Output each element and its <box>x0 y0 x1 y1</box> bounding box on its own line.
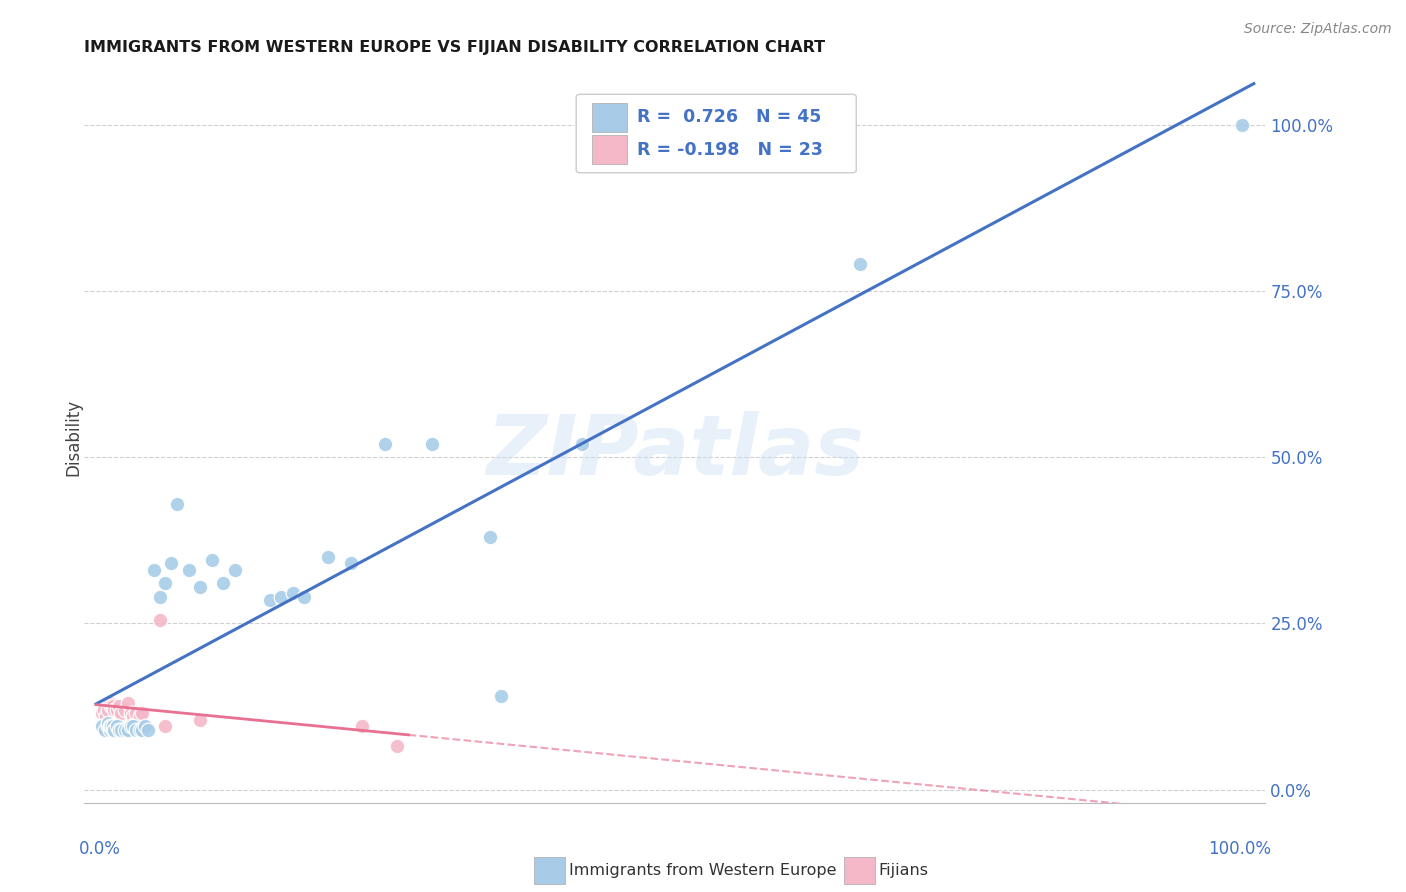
Point <box>108 699 131 714</box>
Point <box>352 719 374 733</box>
Point <box>103 723 125 737</box>
Point <box>134 719 156 733</box>
Point <box>98 719 121 733</box>
Point <box>160 557 183 571</box>
Point <box>100 719 122 733</box>
Point <box>93 703 115 717</box>
Point <box>122 709 145 723</box>
Point <box>849 257 872 271</box>
Point <box>212 576 235 591</box>
Point <box>571 436 593 450</box>
Point <box>110 706 132 720</box>
Point <box>120 719 142 733</box>
Point <box>114 723 136 737</box>
Point <box>270 590 292 604</box>
Point <box>103 699 125 714</box>
Text: Immigrants from Western Europe: Immigrants from Western Europe <box>569 863 837 878</box>
Point <box>131 706 153 720</box>
Point <box>420 436 443 450</box>
Point <box>98 696 121 710</box>
Point <box>120 706 142 720</box>
Point <box>105 719 128 733</box>
Point <box>98 723 121 737</box>
Text: 0.0%: 0.0% <box>79 840 121 858</box>
Point <box>188 580 211 594</box>
Text: IMMIGRANTS FROM WESTERN EUROPE VS FIJIAN DISABILITY CORRELATION CHART: IMMIGRANTS FROM WESTERN EUROPE VS FIJIAN… <box>84 40 825 55</box>
Point <box>177 563 200 577</box>
Text: R = -0.198   N = 23: R = -0.198 N = 23 <box>637 141 823 159</box>
Point <box>96 703 118 717</box>
Text: ZIPatlas: ZIPatlas <box>486 411 863 492</box>
Point <box>103 703 125 717</box>
Point <box>117 723 139 737</box>
Point <box>129 709 152 723</box>
Point <box>103 723 125 737</box>
Point <box>259 593 281 607</box>
Point <box>96 709 118 723</box>
Point <box>122 719 145 733</box>
Point <box>117 696 139 710</box>
Point <box>292 590 315 604</box>
Y-axis label: Disability: Disability <box>65 399 82 475</box>
Text: Fijians: Fijians <box>879 863 929 878</box>
Point <box>125 723 148 737</box>
Point <box>94 723 117 737</box>
Point <box>90 719 112 733</box>
Point <box>136 723 159 737</box>
Point <box>110 723 132 737</box>
Point <box>90 706 112 720</box>
Point <box>385 739 408 754</box>
Text: 100.0%: 100.0% <box>1208 840 1271 858</box>
Point <box>105 703 128 717</box>
Point <box>96 719 118 733</box>
Point <box>489 690 512 704</box>
Point <box>1232 118 1254 132</box>
Point <box>149 590 172 604</box>
Text: Source: ZipAtlas.com: Source: ZipAtlas.com <box>1244 22 1392 37</box>
Point <box>108 723 131 737</box>
Point <box>149 613 172 627</box>
Point <box>188 713 211 727</box>
Point <box>166 497 188 511</box>
Point <box>224 563 246 577</box>
Point <box>142 563 165 577</box>
Point <box>155 719 177 733</box>
Point <box>316 549 339 564</box>
Point <box>100 699 122 714</box>
Point <box>114 703 136 717</box>
Point <box>96 716 118 731</box>
Point <box>478 530 501 544</box>
Point <box>131 723 153 737</box>
Point <box>103 719 125 733</box>
Point <box>125 706 148 720</box>
Point <box>129 723 152 737</box>
Point <box>155 576 177 591</box>
Point <box>571 118 593 132</box>
Point <box>374 436 396 450</box>
Point <box>339 557 361 571</box>
Point <box>281 586 304 600</box>
Point <box>201 553 224 567</box>
Text: R =  0.726   N = 45: R = 0.726 N = 45 <box>637 109 821 127</box>
